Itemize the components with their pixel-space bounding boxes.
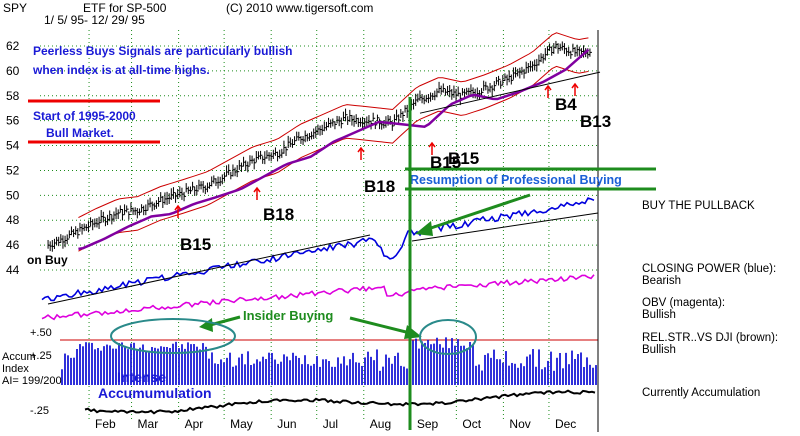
moving-average-line — [78, 48, 590, 251]
x-tick-label-Oct: Oct — [462, 417, 481, 431]
index-label: Index — [2, 363, 29, 375]
x-tick-label-Aug: Aug — [370, 417, 391, 431]
y-tick-label-56: 56 — [6, 114, 20, 128]
copyright: (C) 2010 www.tigersoft.com — [226, 1, 373, 15]
signal-label-b4: B4 — [555, 95, 577, 114]
y-tick-label-44: 44 — [6, 263, 20, 277]
signal-label-b13: B13 — [580, 112, 611, 131]
resumption-note: Resumption of Professional Buying — [410, 173, 622, 187]
accumulation-ellipse-left — [110, 318, 236, 354]
moving-average — [78, 48, 601, 251]
indicators — [41, 197, 599, 321]
peerless-note-line1: Peerless Buys Signals are particularly b… — [33, 44, 292, 58]
relative-strength-line — [84, 389, 596, 415]
accum-tick-lo: -.25 — [30, 405, 49, 417]
obv-value: Bullish — [642, 309, 676, 321]
relstr-value: Bullish — [642, 344, 676, 356]
currently-label: Currently Accumulation — [642, 387, 760, 399]
x-tick-label-Sep: Sep — [417, 417, 439, 431]
lower-band — [78, 65, 589, 252]
accum-tick-hi: +.50 — [30, 327, 52, 339]
signal-arrow-head — [253, 186, 261, 193]
x-tick-label-Apr: Apr — [185, 417, 204, 431]
x-axis-ticks: Feb Mar Apr May Jun Jul Aug Sep Oct Nov Dec — [95, 417, 576, 431]
signal-label-overlap: B15 — [448, 149, 479, 168]
closing-power-trendline-2 — [411, 212, 599, 242]
green-arrow-insider-right — [349, 316, 422, 339]
closing-power-value: Bearish — [642, 275, 681, 287]
y-tick-label-52: 52 — [6, 163, 20, 177]
ai-label: AI= 199/200 — [2, 375, 62, 387]
signal-arrow-head — [174, 204, 182, 211]
y-tick-label-54: 54 — [6, 139, 20, 153]
accumulation-panel — [60, 337, 598, 415]
y-tick-label-62: 62 — [6, 39, 20, 53]
green-arrow-resumption — [415, 193, 531, 236]
insider-note: Insider Buying — [243, 308, 333, 323]
buy-pullback-label: BUY THE PULLBACK — [642, 200, 755, 212]
ticker-label: SPY — [3, 1, 27, 15]
price-bars — [47, 40, 592, 252]
y-tick-label-60: 60 — [6, 64, 20, 78]
intense-note-line1: Intense — [117, 369, 166, 385]
signal-arrow-head — [428, 141, 436, 148]
x-tick-label-Feb: Feb — [95, 417, 116, 431]
x-tick-label-May: May — [230, 417, 253, 431]
signal-label-b15: B15 — [430, 153, 461, 172]
obv-title: OBV (magenta): — [642, 297, 725, 309]
on-buy-label: on Buy — [27, 253, 68, 267]
x-tick-label-Jul: Jul — [323, 417, 338, 431]
closing-power-trendline — [47, 234, 371, 305]
x-tick-label-Nov: Nov — [509, 417, 530, 431]
obv-line — [41, 274, 595, 321]
closing-power-line — [41, 197, 595, 302]
y-axis-ticks: 44 46 48 50 52 54 56 58 60 62 — [6, 39, 20, 277]
y-tick-label-58: 58 — [6, 89, 20, 103]
accum-tick-mid: +.25 — [30, 350, 52, 362]
x-tick-label-Mar: Mar — [138, 417, 159, 431]
signal-arrow-head — [571, 82, 579, 89]
y-tick-label-46: 46 — [6, 238, 20, 252]
bands — [78, 32, 589, 252]
signal-arrow-head — [357, 146, 365, 153]
x-tick-label-Jun: Jun — [277, 417, 296, 431]
x-tick-label-Dec: Dec — [555, 417, 576, 431]
peerless-note-line2: when index is at all-time highs. — [32, 63, 210, 77]
start-note-line2: Bull Market. — [46, 126, 114, 140]
ma-trend-line — [419, 71, 601, 114]
start-note-line1: Start of 1995-2000 — [33, 109, 136, 123]
signal-arrow-head — [544, 84, 552, 91]
accum-label: Accum — [2, 351, 36, 363]
date-range: 1/ 5/ 95- 12/ 29/ 95 — [44, 13, 145, 27]
signal-label-b18: B18 — [364, 177, 395, 196]
closing-power-title: CLOSING POWER (blue): — [642, 263, 776, 275]
signal-label-b15: B15 — [180, 235, 211, 254]
relstr-title: REL.STR..VS DJI (brown): — [642, 332, 778, 344]
y-tick-label-50: 50 — [6, 188, 20, 202]
upper-band — [78, 32, 589, 219]
intense-note-line2: Accumumulation — [98, 385, 212, 401]
accumulation-ellipse-right — [419, 319, 477, 355]
signal-label-b18: B18 — [263, 205, 294, 224]
fund-name: ETF for SP-500 — [83, 1, 167, 15]
y-tick-label-48: 48 — [6, 213, 20, 227]
